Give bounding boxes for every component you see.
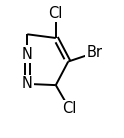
Text: Br: Br — [86, 45, 102, 60]
Text: Cl: Cl — [49, 6, 63, 21]
Text: N: N — [22, 76, 33, 91]
Text: N: N — [22, 47, 33, 62]
Text: Cl: Cl — [62, 101, 77, 116]
